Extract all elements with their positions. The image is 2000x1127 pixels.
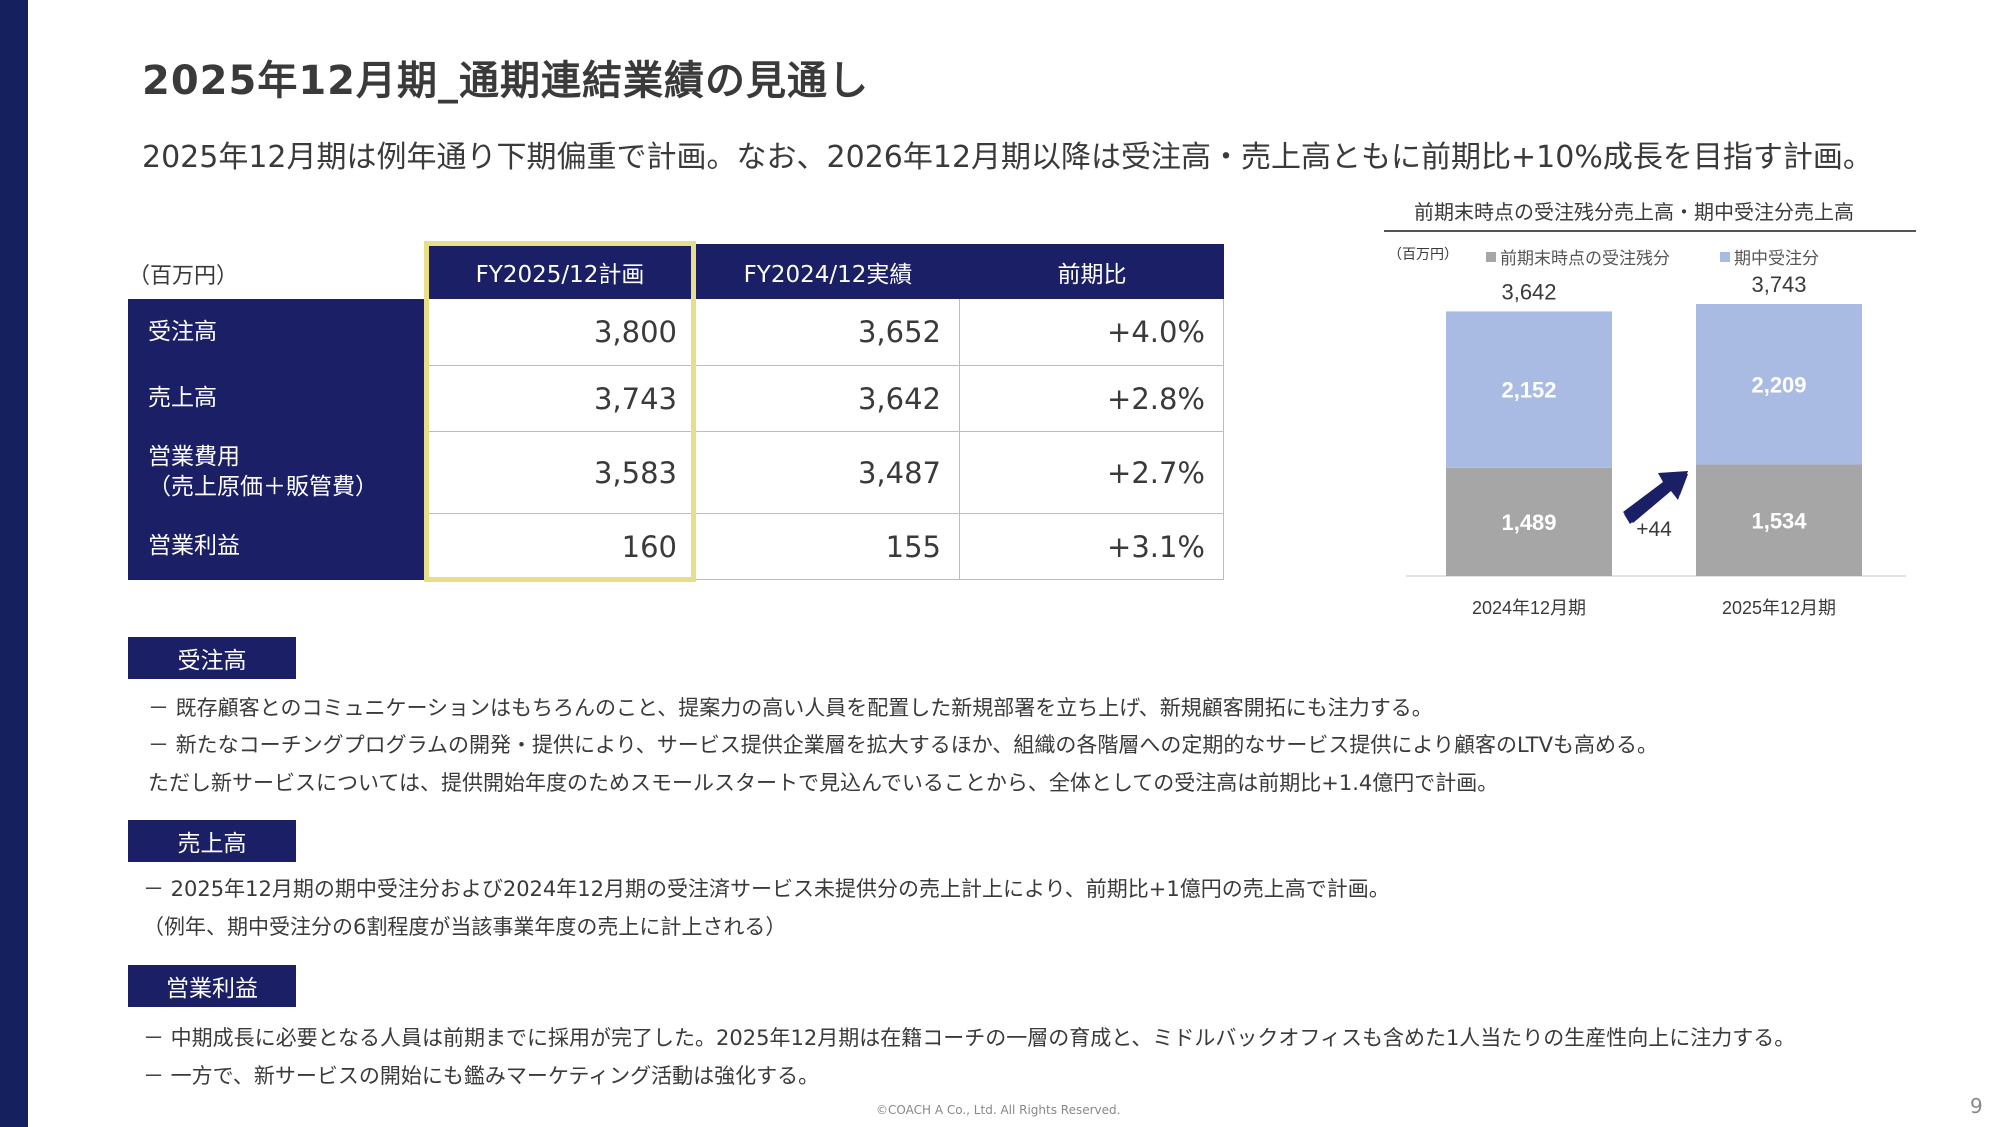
legend-label: 期中受注分 bbox=[1734, 249, 1819, 269]
legend-swatch-in-period bbox=[1720, 251, 1730, 262]
bar-total-label: 3,743 bbox=[1751, 272, 1806, 297]
table-cell-opex-actual: 3,487 bbox=[696, 432, 960, 514]
bar-segment-backlog bbox=[1446, 467, 1612, 576]
section-badge-sales: 売上高 bbox=[128, 820, 296, 862]
bar-value-label-in-period: 2,209 bbox=[1751, 372, 1806, 397]
table-cell-op-income-plan: 160 bbox=[428, 514, 696, 580]
table-cell-op-income-actual: 155 bbox=[696, 514, 960, 580]
table-unit-label: （百万円） bbox=[128, 264, 239, 289]
increase-arrow-head bbox=[1623, 471, 1688, 523]
table-header-yoy: 前期比 bbox=[960, 244, 1224, 299]
table-cell-orders-yoy: +4.0% bbox=[960, 299, 1224, 366]
bar-segment-in-period bbox=[1696, 304, 1862, 465]
table-cell-op-income-yoy: +3.1% bbox=[960, 514, 1224, 580]
copyright-footer: ©COACH A Co., Ltd. All Rights Reserved. bbox=[876, 1103, 1121, 1117]
table-cell-sales-yoy: +2.8% bbox=[960, 366, 1224, 432]
x-axis-category-label: 2025年12月期 bbox=[1722, 598, 1836, 618]
table-cell-opex-yoy: +2.7% bbox=[960, 432, 1224, 514]
page-title: 2025年12月期_通期連結業績の見通し bbox=[142, 58, 869, 104]
row-label-text: 営業利益 bbox=[148, 533, 240, 560]
table-cell-sales-actual: 3,642 bbox=[696, 366, 960, 432]
table-row-label-op-income: 営業利益 bbox=[128, 514, 424, 580]
table-header-plan: FY2025/12計画 bbox=[428, 244, 692, 299]
row-label-subtext: （売上原価＋販管費） bbox=[148, 474, 378, 500]
page-number: 9 bbox=[1970, 1094, 1983, 1118]
table-row-label-orders: 受注高 bbox=[128, 299, 424, 366]
bar-total-label: 3,642 bbox=[1501, 279, 1556, 304]
section-op-income-line-2: － 一方で、新サービスの開始にも鑑みマーケティング活動は強化する。 bbox=[143, 1064, 820, 1088]
bar-value-label-in-period: 2,152 bbox=[1501, 378, 1556, 403]
table-row-label-opex: 営業費用 （売上原価＋販管費） bbox=[128, 432, 424, 514]
table-cell-orders-actual: 3,652 bbox=[696, 299, 960, 366]
bar-value-label-backlog: 1,534 bbox=[1751, 508, 1807, 533]
increase-annotation: +44 bbox=[1636, 518, 1672, 541]
section-badge-op-income: 営業利益 bbox=[128, 965, 296, 1007]
section-orders-line-1: － 既存顧客とのコミュニケーションはもちろんのこと、提案力の高い人員を配置した新… bbox=[148, 696, 1433, 720]
section-badge-orders: 受注高 bbox=[128, 637, 296, 679]
x-axis-category-label: 2024年12月期 bbox=[1472, 598, 1586, 618]
row-label-text: 売上高 bbox=[148, 385, 217, 412]
legend-item-in-period: 期中受注分 bbox=[1720, 244, 1819, 269]
legend-item-backlog: 前期末時点の受注残分 bbox=[1486, 244, 1670, 269]
section-sales-line-1: － 2025年12月期の期中受注分および2024年12月期の受注済サービス未提供… bbox=[143, 877, 1390, 901]
table-cell-sales-plan: 3,743 bbox=[428, 366, 696, 432]
chart-unit-label: （百万円） bbox=[1388, 247, 1458, 263]
table-cell-orders-plan: 3,800 bbox=[428, 299, 696, 366]
section-orders-line-3: ただし新サービスについては、提供開始年度のためスモールスタートで見込んでいること… bbox=[148, 771, 1499, 795]
row-label-text: 営業費用 bbox=[148, 444, 240, 471]
left-accent-bar bbox=[0, 0, 28, 1127]
section-op-income-line-1: － 中期成長に必要となる人員は前期までに採用が完了した。2025年12月期は在籍… bbox=[143, 1026, 1796, 1050]
row-label-text: 受注高 bbox=[148, 318, 217, 345]
page-subtitle: 2025年12月期は例年通り下期偏重で計画。なお、2026年12月期以降は受注高… bbox=[142, 140, 1873, 175]
table-header-actual: FY2024/12実績 bbox=[696, 244, 960, 299]
legend-swatch-backlog bbox=[1486, 251, 1496, 262]
bar-value-label-backlog: 1,489 bbox=[1501, 510, 1556, 535]
bar-segment-backlog bbox=[1696, 464, 1862, 576]
legend-label: 前期末時点の受注残分 bbox=[1500, 249, 1670, 269]
table-cell-opex-plan: 3,583 bbox=[428, 432, 696, 514]
table-row-label-sales: 売上高 bbox=[128, 366, 424, 432]
section-sales-line-2: （例年、期中受注分の6割程度が当該事業年度の売上に計上される） bbox=[143, 915, 787, 939]
section-orders-line-2: － 新たなコーチングプログラムの開発・提供により、サービス提供企業層を拡大するほ… bbox=[148, 733, 1658, 757]
chart-plot: 1,489 2,152 3,642 2024年12月期 1,534 2,209 3,743 2… bbox=[1406, 272, 1906, 618]
chart-title-rule bbox=[1384, 230, 1916, 232]
bar-segment-in-period bbox=[1446, 311, 1612, 468]
chart-title: 前期末時点の受注残分売上高・期中受注分売上高 bbox=[1414, 200, 1854, 224]
